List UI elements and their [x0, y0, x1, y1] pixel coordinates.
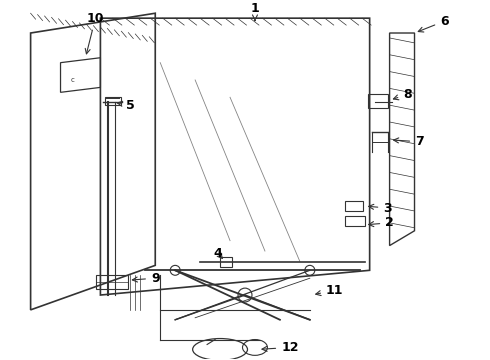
Bar: [368, 94, 388, 108]
Text: 11: 11: [316, 284, 343, 297]
Bar: [345, 216, 365, 226]
Text: 4: 4: [214, 247, 222, 260]
Text: 3: 3: [368, 202, 392, 215]
Bar: [97, 275, 128, 289]
Text: 9: 9: [132, 272, 160, 285]
Bar: [220, 257, 232, 267]
Text: 8: 8: [393, 88, 412, 101]
Text: 10: 10: [85, 12, 104, 54]
Bar: [105, 97, 122, 105]
Text: 12: 12: [262, 341, 298, 354]
Bar: [345, 201, 363, 211]
Text: 6: 6: [418, 15, 449, 32]
Text: 1: 1: [250, 2, 259, 21]
Text: 2: 2: [368, 216, 394, 229]
Text: 5: 5: [117, 99, 135, 112]
Text: c: c: [71, 77, 74, 84]
Text: 7: 7: [393, 135, 424, 148]
